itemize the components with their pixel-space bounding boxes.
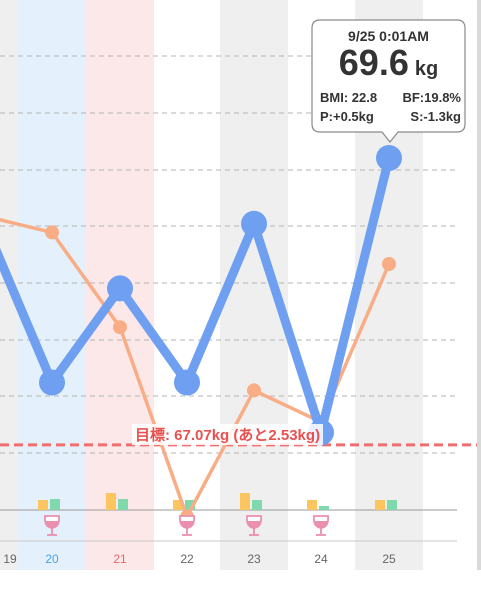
wine-glass-icon <box>312 515 330 536</box>
tooltip-weight: 69.6 kg <box>312 42 465 84</box>
activity-bar <box>319 506 329 510</box>
tooltip-bubble <box>311 19 466 143</box>
tooltip-weight-unit: kg <box>414 58 439 80</box>
tooltip-weight-value: 69.6 <box>338 42 409 83</box>
bodyfat-point[interactable] <box>113 320 127 335</box>
tooltip-bodyfat: BF:19.8% <box>402 90 461 105</box>
activity-bar <box>185 500 195 510</box>
day-label-19[interactable]: 19 <box>3 552 17 566</box>
bodyfat-point[interactable] <box>247 383 261 398</box>
tooltip-stats-row2: P:+0.5kg S:-1.3kg <box>320 109 461 124</box>
weight-point[interactable] <box>107 275 133 302</box>
day-label-24[interactable]: 24 <box>314 552 328 566</box>
day-label-25[interactable]: 25 <box>382 552 396 566</box>
tooltip-s-change: S:-1.3kg <box>410 109 461 124</box>
weight-point[interactable] <box>39 369 65 396</box>
activity-bar <box>375 500 385 510</box>
tooltip-stats-row1: BMI: 22.8 BF:19.8% <box>320 90 461 105</box>
tooltip-bmi: BMI: 22.8 <box>320 90 378 105</box>
goal-label: 目標: 67.07kg (あと2.53kg) <box>132 424 324 445</box>
right-edge <box>477 0 481 600</box>
activity-bar <box>118 499 128 510</box>
bottom-margin <box>0 570 481 600</box>
wine-glass-icon <box>178 515 196 536</box>
wine-glass-icon <box>43 515 61 536</box>
day-label-20[interactable]: 20 <box>45 552 59 566</box>
activity-bar <box>307 500 317 510</box>
wine-glass-icon <box>245 515 263 536</box>
bodyfat-point[interactable] <box>382 257 396 271</box>
activity-bar <box>252 500 262 510</box>
tooltip-date: 9/25 0:01AM <box>348 28 429 44</box>
weight-point[interactable] <box>174 369 200 396</box>
weight-point[interactable] <box>376 145 402 171</box>
activity-bar <box>387 500 397 510</box>
activity-bar <box>173 500 183 510</box>
activity-bar <box>50 499 60 510</box>
day-label-23[interactable]: 23 <box>247 552 261 566</box>
activity-bar <box>38 500 48 510</box>
day-label-21[interactable]: 21 <box>113 552 127 566</box>
day-band <box>18 0 86 570</box>
activity-bar <box>106 493 116 510</box>
day-label-22[interactable]: 22 <box>180 552 194 566</box>
tooltip-p-change: P:+0.5kg <box>320 109 374 124</box>
activity-bar <box>240 493 250 510</box>
data-tooltip: 9/25 0:01AM 69.6 kg BMI: 22.8 BF:19.8% P:… <box>312 20 465 132</box>
weight-point[interactable] <box>241 210 267 237</box>
bodyfat-point[interactable] <box>45 225 59 240</box>
